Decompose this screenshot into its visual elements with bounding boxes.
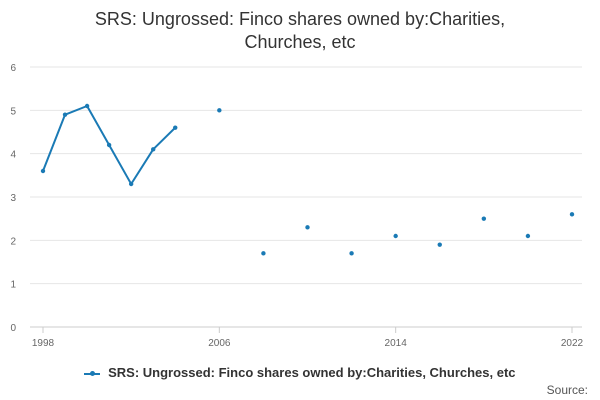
x-tick-label: 2006 — [208, 338, 231, 349]
chart-title-line-1: SRS: Ungrossed: Finco shares owned by:Ch… — [94, 9, 506, 29]
x-tick-label: 2014 — [385, 338, 408, 349]
x-tick-label: 2022 — [561, 338, 584, 349]
chart-title: SRS: Ungrossed: Finco shares owned by:Ch… — [0, 8, 600, 54]
legend-swatch — [84, 368, 101, 380]
series-point — [481, 216, 487, 221]
y-tick-label: 2 — [10, 236, 16, 247]
axis-layer: 0 1 2 3 4 5 6 1998 2006 2014 2022 — [10, 63, 583, 349]
series-point-layer — [40, 103, 575, 256]
series-point — [106, 142, 112, 148]
series-point — [261, 251, 266, 256]
y-tick-label: 5 — [10, 106, 16, 117]
y-tick-label: 3 — [10, 193, 16, 204]
chart-title-line-2: Churches, etc — [244, 32, 356, 52]
series-point — [84, 103, 90, 109]
series-point — [217, 108, 222, 113]
series-point — [62, 112, 68, 117]
series-point — [151, 147, 156, 152]
legend-label: SRS: Ungrossed: Finco shares owned by:Ch… — [108, 365, 516, 380]
y-tick-label: 1 — [10, 280, 16, 291]
series-point — [349, 251, 354, 256]
source-label: Source: — [546, 383, 588, 397]
series-point — [305, 225, 310, 230]
y-tick-label: 4 — [10, 150, 16, 161]
grid-layer — [30, 66, 582, 328]
y-tick-label: 6 — [10, 63, 16, 74]
x-tick-label: 1998 — [32, 338, 55, 349]
series-point — [173, 125, 178, 130]
series-point — [569, 212, 575, 217]
legend-swatch-dot — [90, 370, 96, 376]
legend[interactable]: SRS: Ungrossed: Finco shares owned by:Ch… — [0, 365, 600, 380]
y-tick-label: 0 — [10, 323, 16, 334]
series-point — [128, 181, 134, 187]
series-point — [40, 168, 46, 174]
series-point — [393, 233, 398, 239]
series-point — [525, 233, 531, 239]
series-point — [437, 242, 442, 247]
